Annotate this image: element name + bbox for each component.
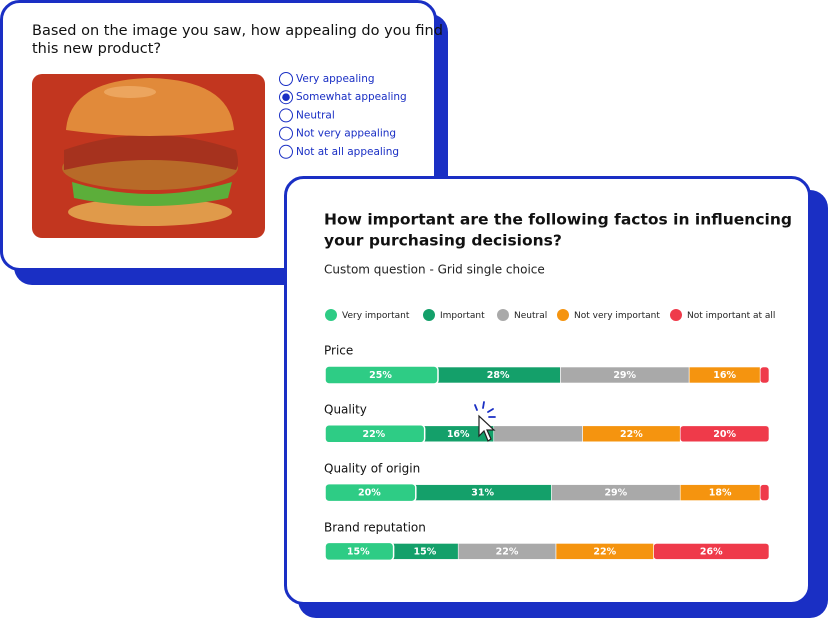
option-label[interactable]: Not very appealing bbox=[296, 128, 396, 140]
legend-swatch bbox=[670, 309, 682, 321]
row-label: Quality bbox=[324, 403, 367, 417]
legend-label: Neutral bbox=[514, 311, 547, 321]
row-label: Quality of origin bbox=[324, 462, 420, 476]
legend-label: Important bbox=[440, 311, 485, 321]
burger-image bbox=[32, 74, 265, 238]
legend-label: Not very important bbox=[574, 311, 660, 321]
question: this new product? bbox=[32, 41, 161, 57]
value-label: 29% bbox=[613, 370, 636, 381]
legend-swatch bbox=[423, 309, 435, 321]
value-label: 16% bbox=[447, 429, 470, 440]
bar-segment bbox=[759, 484, 770, 501]
value-label: 22% bbox=[620, 429, 643, 440]
option-label[interactable]: Very appealing bbox=[296, 73, 375, 85]
value-label: 16% bbox=[713, 370, 736, 381]
value-label: 31% bbox=[471, 488, 494, 499]
bar-segment bbox=[759, 366, 770, 384]
value-label: 25% bbox=[369, 370, 392, 381]
row-label: Brand reputation bbox=[324, 521, 426, 535]
option-label[interactable]: Not at all appealing bbox=[296, 146, 399, 158]
value-label: 22% bbox=[593, 546, 616, 557]
radio[interactable] bbox=[279, 108, 293, 123]
value-label: 22% bbox=[362, 429, 385, 440]
chart-title: your purchasing decisions? bbox=[324, 232, 562, 250]
value-label: 20% bbox=[358, 488, 381, 499]
row-label: Price bbox=[324, 344, 353, 358]
option-label[interactable]: Somewhat appealing bbox=[296, 91, 407, 103]
bar-segment bbox=[324, 541, 395, 562]
value-label: 29% bbox=[604, 488, 627, 499]
value-label: 15% bbox=[414, 546, 437, 557]
legend-label: Not important at all bbox=[687, 311, 775, 321]
legend-swatch bbox=[325, 309, 337, 321]
bar-segment bbox=[324, 365, 439, 385]
legend-label: Very important bbox=[342, 311, 410, 321]
bar-segment bbox=[324, 482, 417, 503]
radio[interactable] bbox=[279, 126, 293, 141]
value-label: 28% bbox=[487, 370, 510, 381]
bar-segment bbox=[493, 425, 583, 443]
value-label: 15% bbox=[347, 546, 370, 557]
value-label: 18% bbox=[709, 488, 732, 499]
value-label: 20% bbox=[713, 429, 736, 440]
chart-title: How important are the following factos i… bbox=[324, 211, 792, 229]
legend-swatch bbox=[497, 309, 509, 321]
cursor bbox=[474, 401, 496, 442]
chart-subtitle: Custom question - Grid single choice bbox=[324, 263, 545, 277]
radio-dot bbox=[282, 93, 290, 101]
bar-segment bbox=[324, 424, 426, 444]
value-label: 26% bbox=[700, 546, 723, 557]
option-label[interactable]: Neutral bbox=[296, 109, 335, 121]
question: Based on the image you saw, how appealin… bbox=[32, 23, 443, 39]
legend-swatch bbox=[557, 309, 569, 321]
value-label: 22% bbox=[496, 546, 519, 557]
radio[interactable] bbox=[279, 144, 293, 159]
radio[interactable] bbox=[279, 72, 293, 86]
